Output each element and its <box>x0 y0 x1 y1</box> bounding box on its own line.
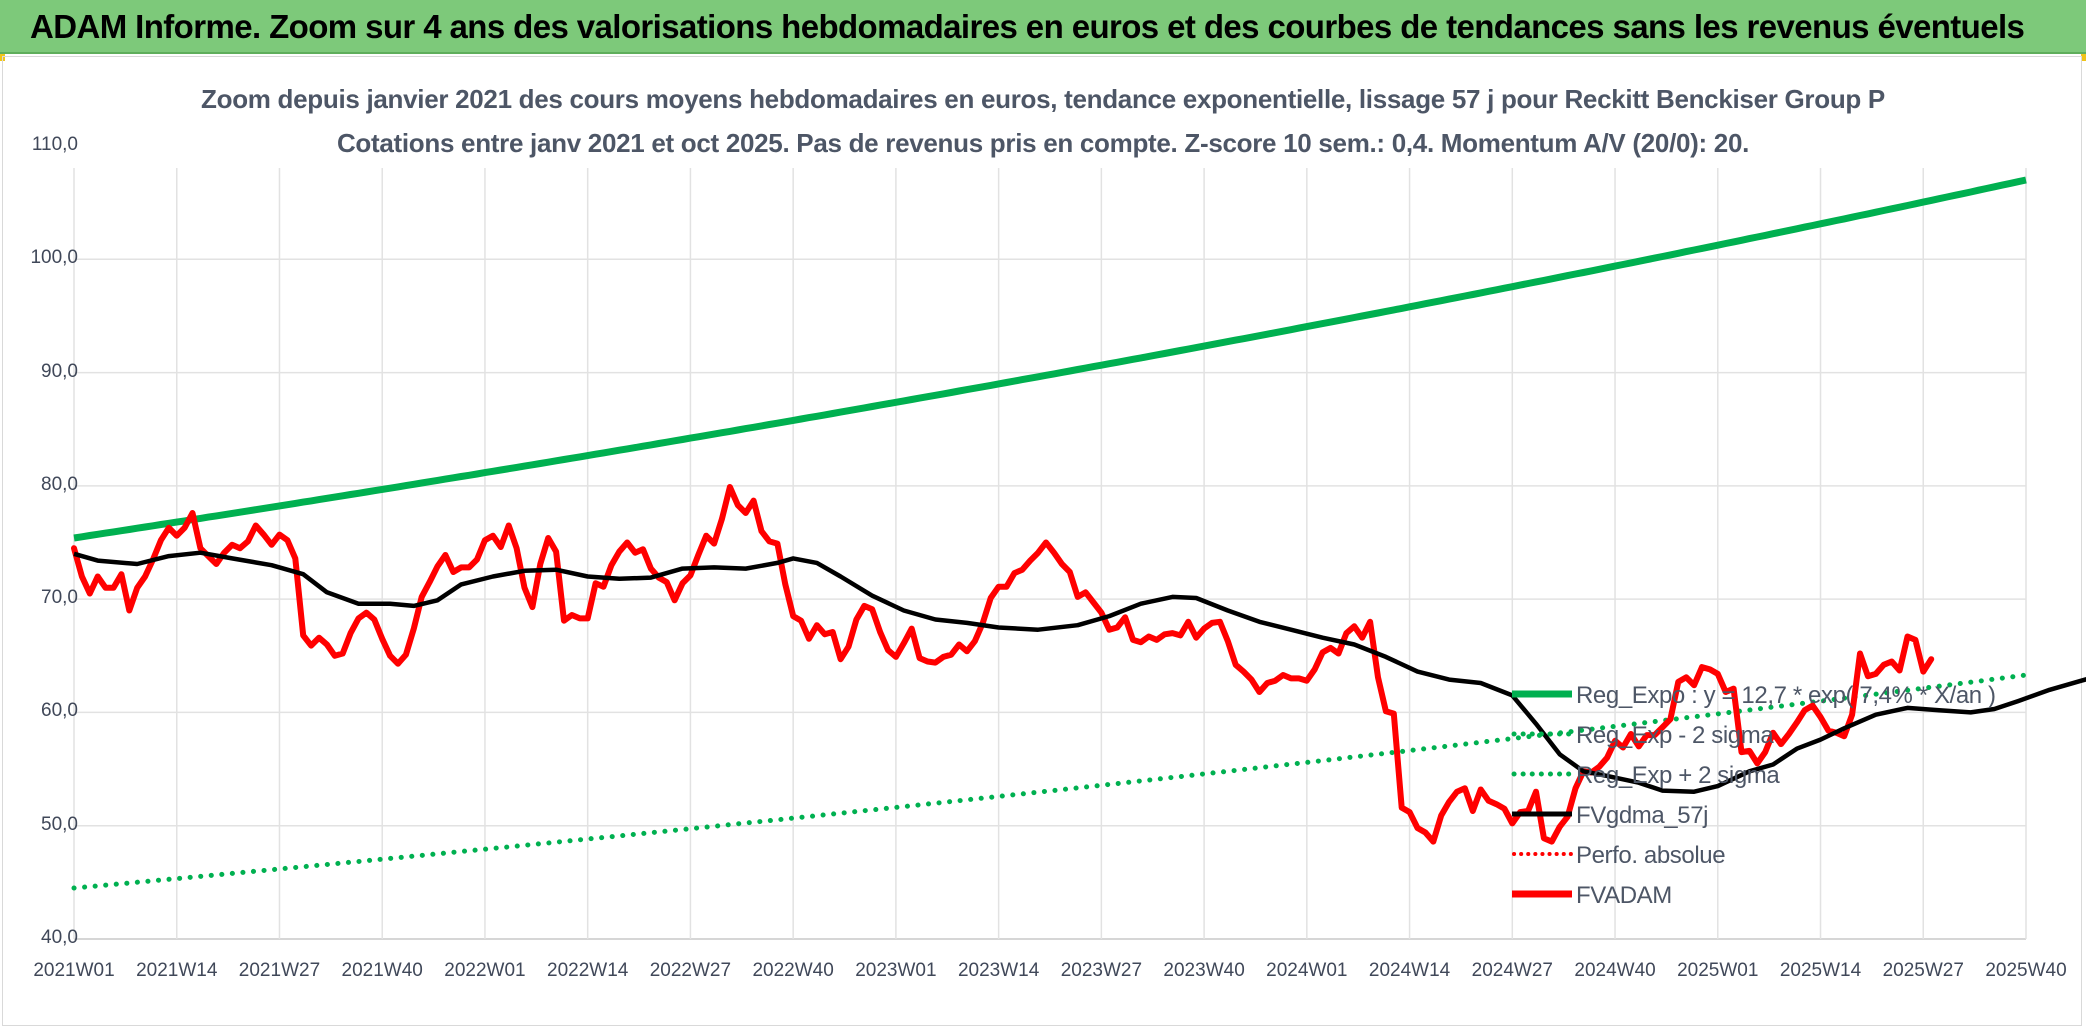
y-tick-label: 50,0 <box>41 813 78 835</box>
legend-label-reg-expo: Reg_Expo : y = 12,7 * exp( 7,4% * X/an ) <box>1576 682 1996 709</box>
x-tick-label: 2024W01 <box>1266 960 1348 981</box>
x-tick-label: 2025W14 <box>1779 960 1862 981</box>
x-tick-label: 2022W14 <box>547 960 629 981</box>
legend-item-fvadam: FVADAM <box>1510 876 2070 916</box>
x-tick-label: 2023W27 <box>1060 960 1143 981</box>
series-fvadam <box>71 484 1935 845</box>
legend-item-reg-exp-minus: Reg_Exp - 2 sigma <box>1510 716 2070 756</box>
legend-item-reg-exp-plus: Reg_Exp + 2 sigma <box>1510 756 2070 796</box>
corner-marker-right <box>2081 54 2086 61</box>
plot-area <box>71 176 2086 891</box>
y-tick-label: 40,0 <box>41 927 78 948</box>
x-tick-label: 2022W01 <box>444 960 526 981</box>
x-tick-label: 2021W40 <box>341 960 423 981</box>
chart-subtitle: Cotations entre janv 2021 et oct 2025. P… <box>336 128 1750 158</box>
legend-swatch-perfo <box>1512 852 1574 856</box>
x-tick-label: 2023W14 <box>957 960 1040 981</box>
legend-swatch-reg-exp-minus <box>1511 731 1574 737</box>
legend-label-reg-exp-plus: Reg_Exp + 2 sigma <box>1576 762 1780 789</box>
x-tick-label: 2023W40 <box>1163 960 1245 981</box>
y-tick-label: 60,0 <box>41 700 78 722</box>
y-tick-label: 100,0 <box>30 247 78 269</box>
x-tick-label: 2023W01 <box>855 960 937 981</box>
legend-label-fvadam: FVADAM <box>1576 882 1672 909</box>
x-tick-label: 2025W01 <box>1677 960 1759 981</box>
x-tick-label: 2024W40 <box>1574 960 1656 981</box>
y-tick-label: 110,0 <box>31 134 78 155</box>
series-fvgdma-57j <box>73 550 2086 794</box>
x-tick-label: 2022W27 <box>649 960 732 981</box>
x-tick-label: 2021W01 <box>33 960 115 981</box>
x-tick-label: 2021W14 <box>136 960 218 981</box>
legend-item-perfo: Perfo. absolue <box>1510 836 2070 876</box>
banner: ADAM Informe. Zoom sur 4 ans des valoris… <box>0 0 2086 54</box>
y-tick-label: 90,0 <box>41 360 78 382</box>
y-tick-label: 80,0 <box>41 473 78 495</box>
x-tick-label: 2024W27 <box>1471 960 1553 981</box>
legend-label-perfo: Perfo. absolue <box>1576 842 1726 869</box>
legend-swatch-reg-exp-plus <box>1511 771 1574 777</box>
legend-label-reg-exp-minus: Reg_Exp - 2 sigma <box>1576 722 1774 749</box>
series-reg-expo <box>73 176 2027 542</box>
series-reg-exp-minus-2-sigma <box>71 672 2029 891</box>
legend-swatch-fvgdma <box>1512 811 1572 817</box>
legend-item-reg-expo: Reg_Expo : y = 12,7 * exp( 7,4% * X/an ) <box>1510 676 2070 716</box>
legend-swatch-fvadam <box>1512 890 1572 898</box>
legend-label-fvgdma: FVgdma_57j <box>1576 802 1709 829</box>
x-tick-label: 2024W14 <box>1368 960 1451 981</box>
x-tick-label: 2022W40 <box>752 960 834 981</box>
legend-swatch-reg-expo <box>1512 690 1572 698</box>
banner-title: ADAM Informe. Zoom sur 4 ans des valoris… <box>30 8 2025 45</box>
chart-title: Zoom depuis janvier 2021 des cours moyen… <box>201 84 1885 114</box>
x-tick-label: 2025W27 <box>1882 960 1964 981</box>
x-tick-label: 2025W40 <box>1985 960 2067 981</box>
legend-item-fvgdma: FVgdma_57j <box>1510 796 2070 836</box>
x-tick-label: 2021W27 <box>238 960 321 981</box>
chart-frame <box>2 56 2082 1026</box>
y-tick-label: 70,0 <box>41 587 78 609</box>
